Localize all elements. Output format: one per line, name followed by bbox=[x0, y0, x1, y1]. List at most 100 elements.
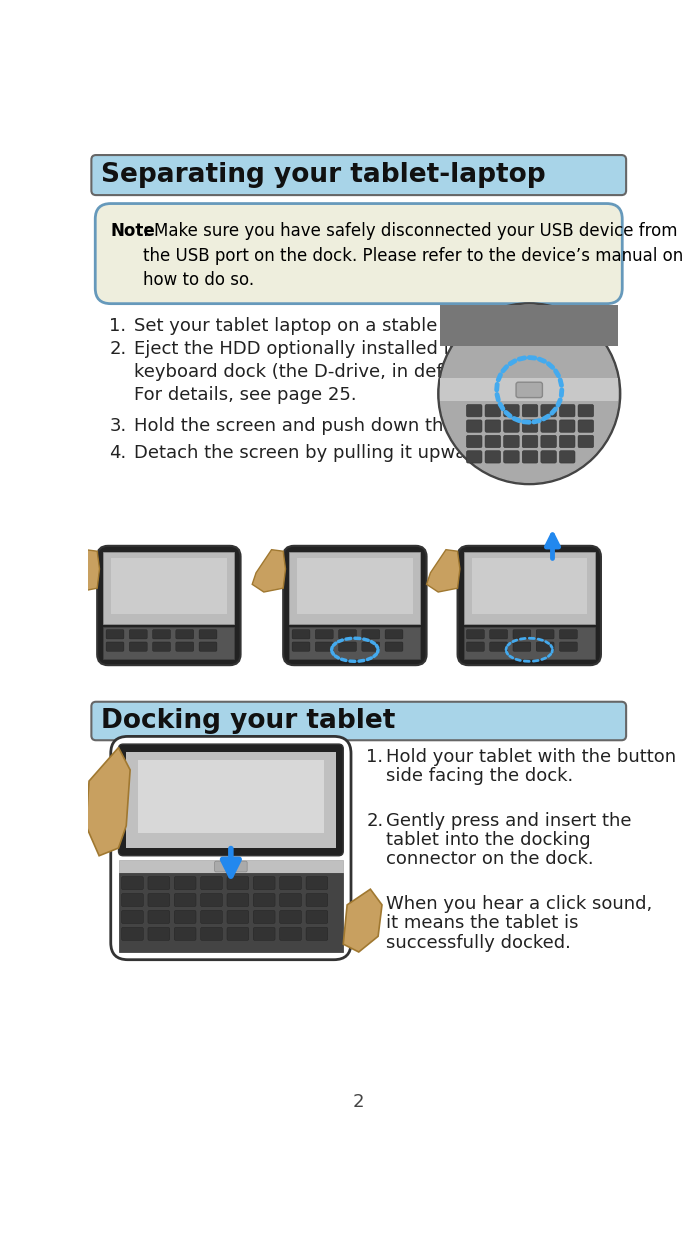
Text: 3.: 3. bbox=[109, 417, 127, 435]
FancyBboxPatch shape bbox=[490, 643, 507, 651]
FancyBboxPatch shape bbox=[104, 552, 234, 624]
Text: 3.: 3. bbox=[367, 895, 384, 913]
FancyBboxPatch shape bbox=[513, 630, 531, 639]
FancyBboxPatch shape bbox=[297, 558, 412, 615]
FancyBboxPatch shape bbox=[253, 927, 275, 940]
FancyBboxPatch shape bbox=[466, 435, 482, 447]
FancyBboxPatch shape bbox=[118, 745, 343, 856]
FancyBboxPatch shape bbox=[306, 893, 328, 907]
Text: Gently press and insert the: Gently press and insert the bbox=[386, 811, 631, 830]
FancyBboxPatch shape bbox=[504, 404, 519, 417]
FancyBboxPatch shape bbox=[578, 420, 594, 432]
FancyBboxPatch shape bbox=[339, 643, 356, 651]
FancyBboxPatch shape bbox=[292, 643, 310, 651]
Text: 4.: 4. bbox=[109, 444, 127, 462]
FancyBboxPatch shape bbox=[111, 736, 351, 960]
FancyBboxPatch shape bbox=[385, 643, 403, 651]
FancyBboxPatch shape bbox=[201, 877, 223, 890]
Text: connector on the dock.: connector on the dock. bbox=[386, 850, 594, 868]
FancyBboxPatch shape bbox=[559, 435, 575, 447]
FancyBboxPatch shape bbox=[541, 404, 556, 417]
FancyBboxPatch shape bbox=[122, 893, 144, 907]
FancyBboxPatch shape bbox=[153, 643, 170, 651]
FancyBboxPatch shape bbox=[95, 204, 622, 304]
Text: Eject the HDD optionally installed in your: Eject the HDD optionally installed in yo… bbox=[134, 340, 506, 358]
FancyBboxPatch shape bbox=[440, 305, 618, 347]
FancyBboxPatch shape bbox=[227, 877, 248, 890]
Polygon shape bbox=[426, 549, 460, 592]
FancyBboxPatch shape bbox=[176, 630, 194, 639]
FancyBboxPatch shape bbox=[111, 558, 227, 615]
FancyBboxPatch shape bbox=[292, 630, 310, 639]
Text: For details, see page 25.: For details, see page 25. bbox=[134, 386, 356, 404]
FancyBboxPatch shape bbox=[485, 404, 500, 417]
FancyBboxPatch shape bbox=[464, 627, 595, 659]
Text: successfully docked.: successfully docked. bbox=[386, 934, 570, 951]
FancyBboxPatch shape bbox=[289, 552, 421, 624]
Text: Hold your tablet with the button: Hold your tablet with the button bbox=[386, 748, 676, 766]
FancyBboxPatch shape bbox=[559, 451, 575, 462]
FancyBboxPatch shape bbox=[522, 435, 538, 447]
FancyBboxPatch shape bbox=[306, 877, 328, 890]
FancyBboxPatch shape bbox=[92, 155, 626, 195]
FancyBboxPatch shape bbox=[148, 911, 169, 924]
FancyBboxPatch shape bbox=[559, 643, 578, 651]
FancyBboxPatch shape bbox=[227, 893, 248, 907]
FancyBboxPatch shape bbox=[122, 877, 144, 890]
FancyBboxPatch shape bbox=[215, 861, 247, 872]
Text: Detach the screen by pulling it upward: Detach the screen by pulling it upward bbox=[134, 444, 485, 462]
FancyBboxPatch shape bbox=[559, 404, 575, 417]
FancyBboxPatch shape bbox=[485, 435, 500, 447]
FancyBboxPatch shape bbox=[466, 630, 484, 639]
FancyBboxPatch shape bbox=[280, 911, 302, 924]
FancyBboxPatch shape bbox=[122, 927, 144, 940]
FancyBboxPatch shape bbox=[92, 702, 626, 741]
FancyBboxPatch shape bbox=[578, 435, 594, 447]
FancyBboxPatch shape bbox=[541, 420, 556, 432]
FancyBboxPatch shape bbox=[201, 893, 223, 907]
Text: how to do so.: how to do so. bbox=[144, 271, 254, 290]
FancyBboxPatch shape bbox=[306, 927, 328, 940]
FancyBboxPatch shape bbox=[176, 643, 194, 651]
FancyBboxPatch shape bbox=[106, 630, 124, 639]
FancyBboxPatch shape bbox=[513, 643, 531, 651]
Text: 1.: 1. bbox=[109, 316, 126, 335]
Text: tablet into the docking: tablet into the docking bbox=[386, 832, 591, 849]
FancyBboxPatch shape bbox=[253, 893, 275, 907]
Text: Docking your tablet: Docking your tablet bbox=[102, 708, 395, 735]
FancyBboxPatch shape bbox=[118, 873, 343, 953]
Text: When you hear a click sound,: When you hear a click sound, bbox=[386, 895, 652, 913]
FancyBboxPatch shape bbox=[280, 927, 302, 940]
Text: the USB port on the dock. Please refer to the device’s manual on: the USB port on the dock. Please refer t… bbox=[144, 247, 683, 265]
FancyBboxPatch shape bbox=[578, 404, 594, 417]
FancyBboxPatch shape bbox=[536, 630, 554, 639]
FancyBboxPatch shape bbox=[385, 630, 403, 639]
FancyBboxPatch shape bbox=[199, 643, 217, 651]
Text: Note: Note bbox=[111, 222, 155, 241]
FancyBboxPatch shape bbox=[464, 552, 595, 624]
Text: Separating your tablet-laptop: Separating your tablet-laptop bbox=[102, 163, 546, 188]
FancyBboxPatch shape bbox=[201, 911, 223, 924]
FancyBboxPatch shape bbox=[174, 911, 196, 924]
FancyBboxPatch shape bbox=[485, 420, 500, 432]
FancyBboxPatch shape bbox=[490, 630, 507, 639]
FancyBboxPatch shape bbox=[472, 558, 587, 615]
Text: 2.: 2. bbox=[109, 340, 127, 358]
FancyBboxPatch shape bbox=[97, 546, 241, 665]
FancyBboxPatch shape bbox=[466, 451, 482, 462]
FancyBboxPatch shape bbox=[174, 877, 196, 890]
FancyBboxPatch shape bbox=[504, 420, 519, 432]
Text: 1.: 1. bbox=[367, 748, 384, 766]
FancyBboxPatch shape bbox=[174, 893, 196, 907]
FancyBboxPatch shape bbox=[227, 911, 248, 924]
FancyBboxPatch shape bbox=[106, 643, 124, 651]
FancyBboxPatch shape bbox=[199, 630, 217, 639]
FancyBboxPatch shape bbox=[522, 451, 538, 462]
FancyBboxPatch shape bbox=[130, 630, 147, 639]
FancyBboxPatch shape bbox=[227, 927, 248, 940]
FancyBboxPatch shape bbox=[315, 630, 333, 639]
Circle shape bbox=[438, 302, 621, 485]
FancyBboxPatch shape bbox=[504, 435, 519, 447]
Polygon shape bbox=[343, 890, 382, 953]
FancyBboxPatch shape bbox=[458, 546, 601, 665]
